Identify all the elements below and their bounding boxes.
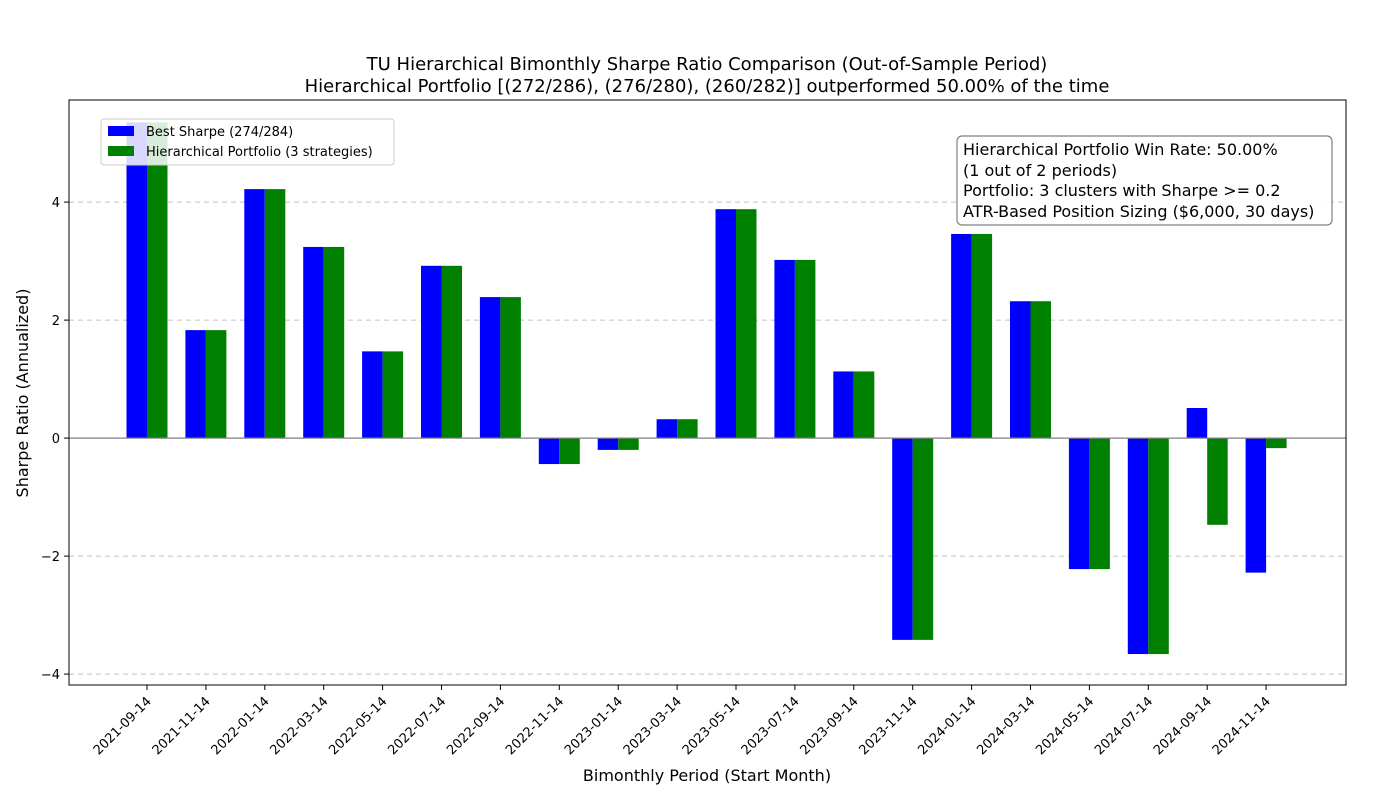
x-tick-label: 2024-11-14 [1210, 694, 1274, 758]
x-tick-label: 2023-01-14 [562, 694, 626, 758]
x-tick-label: 2021-11-14 [150, 694, 214, 758]
bar-hierarchical-2023-05-14 [736, 209, 757, 439]
bar-hierarchical-2023-11-14 [912, 438, 934, 640]
bar-hierarchical-2024-11-14 [1266, 438, 1287, 449]
x-axis-ticks: 2021-09-142021-11-142022-01-142022-03-14… [91, 685, 1274, 758]
x-tick-label: 2024-05-14 [1033, 694, 1097, 758]
x-tick-label: 2022-03-14 [267, 694, 331, 758]
bar-best-sharpe-2023-09-14 [833, 371, 854, 439]
y-tick-label: 4 [52, 196, 60, 211]
annotation-line-periods: (1 out of 2 periods) [963, 161, 1117, 180]
x-tick-label: 2024-03-14 [974, 694, 1038, 758]
bar-hierarchical-2023-09-14 [853, 371, 875, 439]
x-tick-label: 2023-11-14 [856, 694, 920, 758]
bar-hierarchical-2022-03-14 [323, 246, 345, 439]
bar-best-sharpe-2022-07-14 [421, 265, 442, 439]
legend-label-hierarchical: Hierarchical Portfolio (3 strategies) [146, 145, 373, 160]
bar-hierarchical-2022-01-14 [264, 189, 286, 439]
bar-hierarchical-2023-01-14 [618, 438, 639, 450]
bar-best-sharpe-2024-07-14 [1127, 438, 1149, 655]
bar-hierarchical-2024-09-14 [1207, 438, 1228, 525]
y-tick-label: −4 [41, 668, 60, 683]
annotation-line-clusters: Portfolio: 3 clusters with Sharpe >= 0.2 [963, 181, 1281, 200]
bar-best-sharpe-2021-11-14 [185, 330, 206, 439]
bar-best-sharpe-2023-03-14 [656, 419, 678, 439]
x-tick-label: 2021-09-14 [91, 694, 155, 758]
bars [126, 122, 1287, 655]
bar-hierarchical-2022-11-14 [559, 438, 580, 465]
bar-hierarchical-2021-09-14 [147, 122, 168, 439]
x-tick-label: 2023-09-14 [798, 694, 862, 758]
x-tick-label: 2022-07-14 [385, 694, 449, 758]
bar-best-sharpe-2024-05-14 [1068, 438, 1090, 570]
bar-best-sharpe-2023-01-14 [597, 438, 619, 450]
y-tick-label: −2 [41, 550, 60, 565]
annotation-line-win-rate: Hierarchical Portfolio Win Rate: 50.00% [963, 140, 1278, 159]
bar-hierarchical-2021-11-14 [205, 330, 227, 439]
x-tick-label: 2023-07-14 [739, 694, 803, 758]
bar-best-sharpe-2022-03-14 [303, 246, 324, 439]
bar-best-sharpe-2021-09-14 [126, 122, 147, 439]
y-tick-label: 0 [52, 432, 60, 447]
bar-best-sharpe-2022-09-14 [479, 297, 501, 439]
bar-best-sharpe-2023-07-14 [774, 259, 795, 439]
bar-best-sharpe-2024-01-14 [951, 233, 972, 439]
x-tick-label: 2022-05-14 [326, 694, 390, 758]
x-tick-label: 2024-07-14 [1092, 694, 1156, 758]
x-tick-label: 2022-01-14 [209, 694, 273, 758]
bar-hierarchical-2024-07-14 [1148, 438, 1169, 655]
plot-frame [68, 99, 1347, 686]
legend-label-best-sharpe: Best Sharpe (274/284) [146, 125, 293, 140]
bar-best-sharpe-2024-09-14 [1186, 408, 1208, 439]
bar-hierarchical-2022-05-14 [382, 351, 404, 439]
legend-swatch-best-sharpe [108, 126, 134, 136]
bar-best-sharpe-2022-05-14 [362, 351, 383, 439]
annotation-frame [956, 135, 1333, 226]
chart-title: TU Hierarchical Bimonthly Sharpe Ratio C… [366, 54, 1048, 75]
annotation-box: Hierarchical Portfolio Win Rate: 50.00% … [956, 135, 1333, 226]
chart-subtitle: Hierarchical Portfolio [(272/286), (276/… [305, 76, 1110, 97]
bar-best-sharpe-2024-03-14 [1010, 301, 1031, 439]
x-tick-label: 2022-11-14 [503, 694, 567, 758]
bar-hierarchical-2022-07-14 [441, 265, 462, 439]
bar-best-sharpe-2022-11-14 [538, 438, 560, 465]
legend: Best Sharpe (274/284) Hierarchical Portf… [100, 118, 395, 166]
legend-swatch-hierarchical [108, 146, 134, 156]
bar-best-sharpe-2023-05-14 [715, 209, 736, 439]
bar-best-sharpe-2023-11-14 [892, 438, 913, 640]
x-tick-label: 2024-01-14 [915, 694, 979, 758]
y-axis-ticks: −4 −2 0 2 4 [41, 196, 69, 683]
bar-hierarchical-2023-03-14 [677, 419, 698, 439]
bar-hierarchical-2024-01-14 [971, 233, 993, 439]
bar-best-sharpe-2024-11-14 [1245, 438, 1267, 573]
bar-hierarchical-2022-09-14 [500, 297, 521, 439]
annotation-line-position-sizing: ATR-Based Position Sizing ($6,000, 30 da… [963, 202, 1314, 221]
x-axis-label: Bimonthly Period (Start Month) [583, 766, 831, 785]
bar-best-sharpe-2022-01-14 [244, 189, 265, 439]
bar-hierarchical-2024-05-14 [1089, 438, 1110, 570]
x-tick-label: 2024-09-14 [1151, 694, 1215, 758]
x-tick-label: 2022-09-14 [444, 694, 508, 758]
x-tick-label: 2023-03-14 [621, 694, 685, 758]
bar-hierarchical-2024-03-14 [1030, 301, 1051, 439]
bar-hierarchical-2023-07-14 [794, 259, 816, 439]
y-axis-label: Sharpe Ratio (Annualized) [13, 289, 32, 498]
x-tick-label: 2023-05-14 [680, 694, 744, 758]
legend-box [100, 118, 395, 166]
y-tick-label: 2 [52, 314, 60, 329]
